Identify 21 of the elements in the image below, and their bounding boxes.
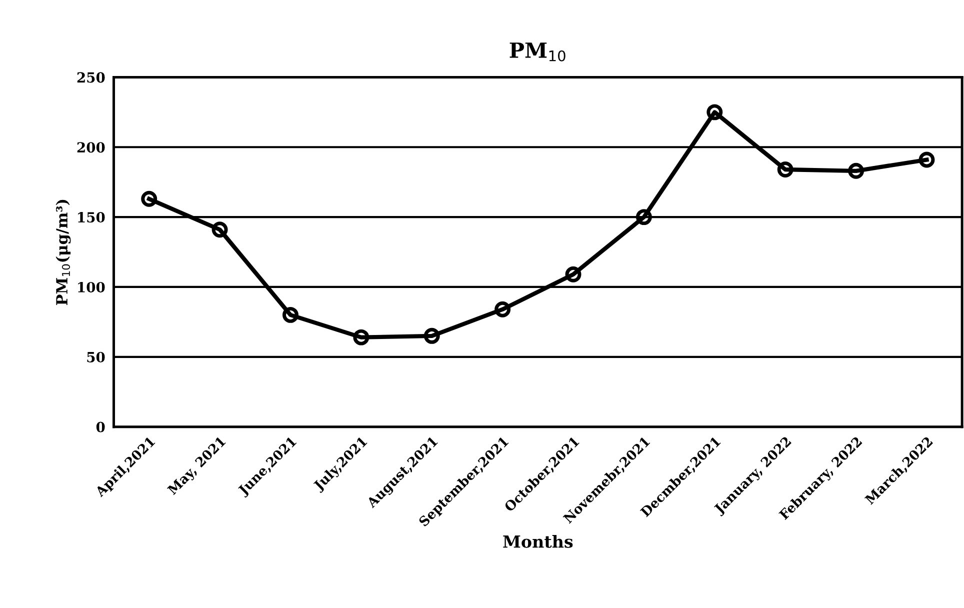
y-tick-label: 250 [77,72,105,83]
point [848,162,864,179]
point [353,329,370,346]
y-tick-label: 200 [77,142,105,153]
point [424,328,440,344]
y-axis-title: PM$_{10}$(μg/m³) [56,200,71,305]
point [282,306,298,323]
point [494,301,511,318]
point [636,209,652,226]
point [141,190,158,207]
y-tick-label: 0 [96,422,105,432]
x-axis-title: Months [503,534,573,548]
point [918,152,935,168]
point [565,266,582,282]
y-tick-label: 150 [78,212,105,223]
point [777,162,794,178]
point [706,104,723,120]
y-tick-label: 100 [78,282,105,292]
y-tick-label: 50 [87,352,105,362]
point [212,222,228,238]
chart-title: PM$_{10}$ [510,42,566,62]
